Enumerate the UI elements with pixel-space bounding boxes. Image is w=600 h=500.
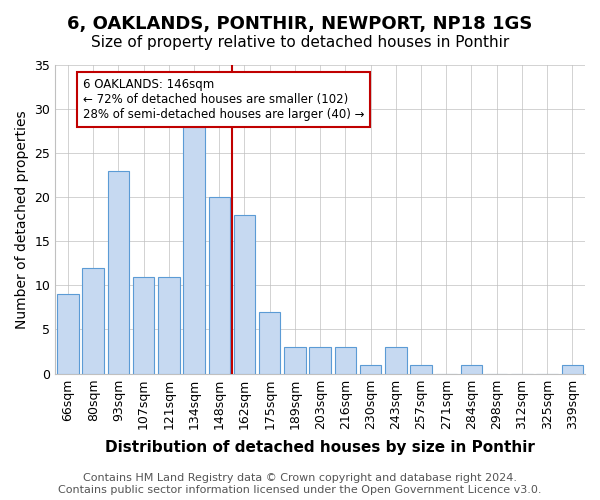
- Bar: [133, 276, 154, 374]
- Text: Size of property relative to detached houses in Ponthir: Size of property relative to detached ho…: [91, 35, 509, 50]
- Text: Contains HM Land Registry data © Crown copyright and database right 2024.
Contai: Contains HM Land Registry data © Crown c…: [58, 474, 542, 495]
- Bar: [259, 312, 280, 374]
- Bar: [209, 197, 230, 374]
- Y-axis label: Number of detached properties: Number of detached properties: [15, 110, 29, 328]
- Bar: [385, 347, 407, 374]
- Bar: [82, 268, 104, 374]
- Bar: [57, 294, 79, 374]
- Bar: [158, 276, 179, 374]
- Bar: [461, 364, 482, 374]
- Bar: [335, 347, 356, 374]
- Bar: [107, 171, 129, 374]
- Bar: [410, 364, 432, 374]
- X-axis label: Distribution of detached houses by size in Ponthir: Distribution of detached houses by size …: [105, 440, 535, 455]
- Text: 6 OAKLANDS: 146sqm
← 72% of detached houses are smaller (102)
28% of semi-detach: 6 OAKLANDS: 146sqm ← 72% of detached hou…: [83, 78, 365, 121]
- Bar: [184, 126, 205, 374]
- Bar: [284, 347, 305, 374]
- Text: 6, OAKLANDS, PONTHIR, NEWPORT, NP18 1GS: 6, OAKLANDS, PONTHIR, NEWPORT, NP18 1GS: [67, 15, 533, 33]
- Bar: [360, 364, 382, 374]
- Bar: [562, 364, 583, 374]
- Bar: [310, 347, 331, 374]
- Bar: [234, 215, 255, 374]
